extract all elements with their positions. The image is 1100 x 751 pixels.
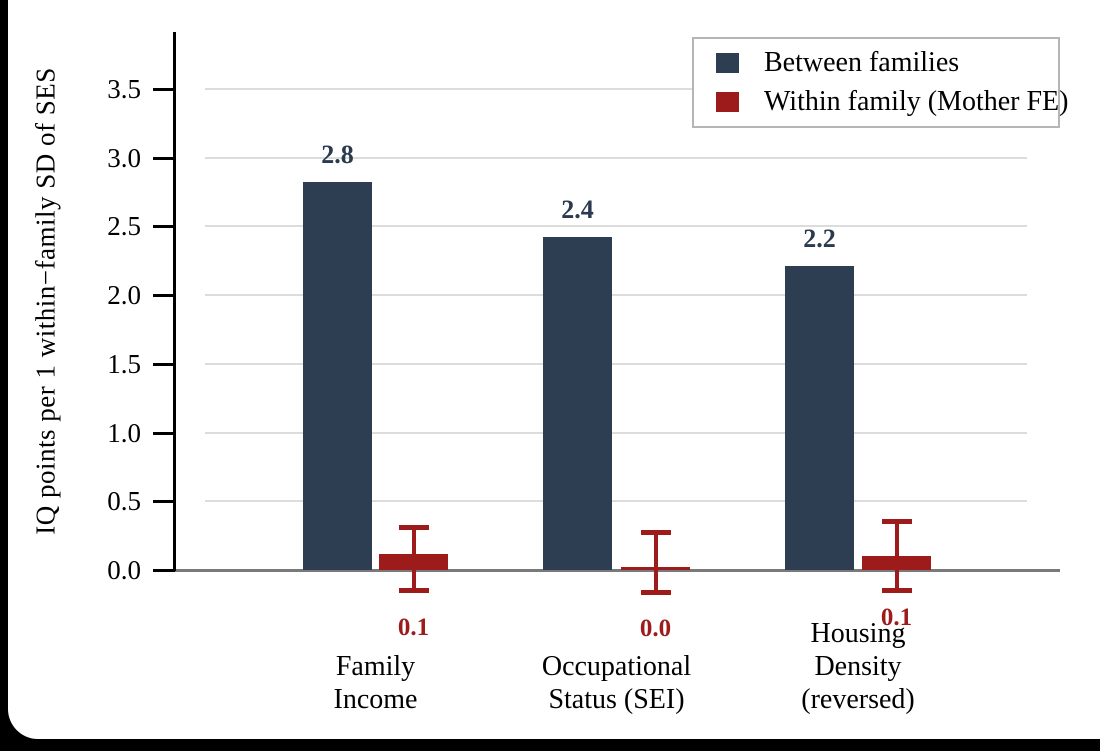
y-axis-title: IQ points per 1 within−family SD of SES (30, 67, 61, 535)
gridline (205, 431, 1027, 434)
y-axis-tick-label: 2.0 (107, 280, 141, 310)
y-axis-tick-label: 1.5 (107, 348, 141, 379)
error-bar-line (411, 527, 416, 591)
bar-value-label-within: 0.1 (397, 614, 430, 641)
y-axis-tick (153, 87, 175, 91)
gridline (205, 87, 1027, 90)
bar-value-label-within: 0.0 (639, 615, 672, 642)
error-bar-cap-top (398, 525, 429, 531)
bar-value-label-between: 2.8 (321, 140, 354, 170)
legend-label-between-families: Between families (764, 47, 960, 78)
y-axis-tick (153, 500, 175, 504)
bar-value-label-between: 2.4 (561, 195, 594, 225)
error-bar-cap-top (640, 529, 671, 535)
error-bar-line (653, 531, 658, 594)
legend-swatch-within-family-icon (716, 92, 739, 112)
y-axis-tick (153, 569, 175, 572)
legend: Between families Within family (Mother F… (692, 37, 1069, 128)
y-axis-tick-label: 1.0 (107, 417, 141, 448)
error-bar-cap-bottom (640, 590, 671, 596)
y-axis-tick (153, 225, 175, 229)
error-bar-cap-top (881, 518, 912, 524)
gridline (205, 294, 1027, 296)
bar-between-families (543, 237, 612, 570)
category-label: Housing Density (reversed) (801, 618, 915, 715)
y-axis-tick-label: 0.5 (107, 486, 141, 517)
y-axis-tick-label: 0.0 (107, 555, 141, 585)
x-axis-zero-line (153, 569, 1060, 572)
y-axis-tick-label: 3.0 (107, 142, 141, 173)
category-label: Occupational Status (SEI) (541, 651, 692, 715)
legend-item-between-families: Between families (716, 47, 1058, 79)
gridline (205, 362, 1027, 365)
y-axis-tick-label: 2.5 (107, 211, 141, 242)
y-axis-line (173, 32, 176, 571)
y-axis-tick (153, 156, 175, 160)
y-axis-tick (153, 431, 175, 435)
gridline (205, 156, 1027, 159)
bar-value-label-between: 2.2 (803, 224, 836, 254)
error-bar-cap-bottom (881, 587, 912, 593)
bar-value-label-within: 0.1 (880, 604, 913, 631)
y-axis-tick (153, 294, 175, 297)
gridline (205, 225, 1027, 228)
category-label: Family Income (333, 651, 418, 715)
y-axis-tick (153, 362, 175, 366)
legend-swatch-between-families-icon (716, 53, 739, 73)
y-axis-tick-label: 3.5 (107, 73, 141, 104)
error-bar-line (894, 520, 899, 591)
error-bar-cap-bottom (398, 587, 429, 593)
legend-label-within-family: Within family (Mother FE) (764, 86, 1069, 117)
legend-item-within-family: Within family (Mother FE) (716, 86, 1069, 118)
gridline (205, 500, 1027, 503)
bar-between-families (303, 182, 372, 570)
bar-between-families (785, 266, 854, 570)
